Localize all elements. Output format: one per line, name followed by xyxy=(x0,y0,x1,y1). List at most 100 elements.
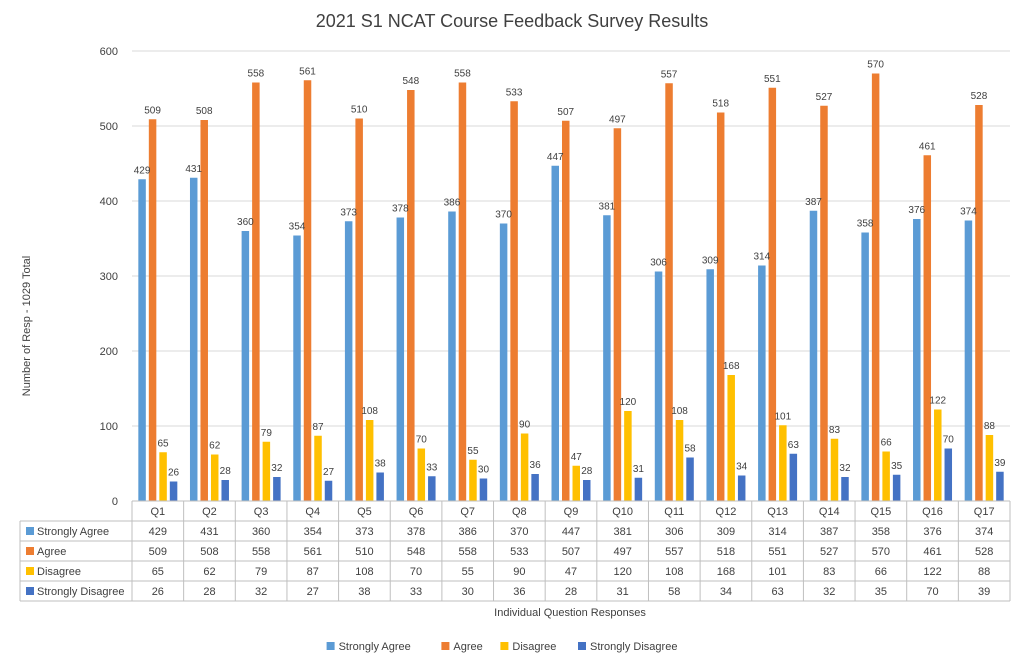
table-cell: 28 xyxy=(565,586,577,598)
table-cell: 63 xyxy=(771,586,783,598)
x-tick-label: Q2 xyxy=(202,506,217,518)
x-tick-label: Q3 xyxy=(254,506,269,518)
legend: Strongly Agree Agree Disagree Strongly Disa… xyxy=(326,641,677,653)
bar xyxy=(479,478,488,501)
bar-value-label: 122 xyxy=(929,396,946,407)
table-cell: 101 xyxy=(768,566,786,578)
bar-value-label: 28 xyxy=(220,466,232,477)
bar-value-label: 88 xyxy=(984,421,996,432)
bar xyxy=(273,477,281,501)
bar-value-label: 101 xyxy=(774,411,791,422)
y-tick-label: 300 xyxy=(100,271,118,283)
bar-value-label: 510 xyxy=(351,105,368,116)
y-tick-label: 200 xyxy=(100,346,118,358)
table-cell: 507 xyxy=(562,546,580,558)
bar-value-label: 373 xyxy=(340,207,357,218)
bar xyxy=(200,120,208,501)
table-cell: 66 xyxy=(875,566,887,578)
bar xyxy=(654,271,663,501)
bar-value-label: 90 xyxy=(519,420,531,431)
bar xyxy=(210,454,219,501)
table-cell: 108 xyxy=(355,566,373,578)
table-cell: 38 xyxy=(358,586,370,598)
bar xyxy=(499,223,508,501)
bar-value-label: 66 xyxy=(881,438,893,449)
y-tick-label: 600 xyxy=(100,46,118,58)
bar xyxy=(562,120,570,501)
bar xyxy=(789,453,798,501)
table-cell: 376 xyxy=(923,526,941,538)
bar xyxy=(737,475,746,501)
bar-value-label: 431 xyxy=(185,164,202,175)
table-legend-key xyxy=(26,547,34,555)
x-tick-label: Q9 xyxy=(564,506,579,518)
bar-value-label: 168 xyxy=(723,361,740,372)
bar xyxy=(241,231,250,501)
bar-value-label: 497 xyxy=(609,114,626,125)
bar xyxy=(779,425,787,501)
table-series-label: Strongly Agree xyxy=(37,526,109,538)
bar-value-label: 360 xyxy=(237,217,254,228)
bar xyxy=(355,118,363,501)
bar xyxy=(344,221,353,501)
bar-value-label: 65 xyxy=(158,438,170,449)
table-cell: 26 xyxy=(152,586,164,598)
bar-value-label: 87 xyxy=(312,422,324,433)
bar-value-label: 34 xyxy=(736,462,748,473)
table-cell: 378 xyxy=(407,526,425,538)
bar xyxy=(138,179,146,501)
bar-value-label: 533 xyxy=(506,87,523,98)
bar-value-label: 381 xyxy=(599,201,616,212)
x-tick-label: Q10 xyxy=(612,506,633,518)
bar xyxy=(448,211,456,501)
bar xyxy=(809,210,818,501)
bar xyxy=(727,375,735,501)
bar-value-label: 378 xyxy=(392,204,409,215)
bar-value-label: 370 xyxy=(495,210,512,221)
bar xyxy=(944,448,953,501)
table-cell: 533 xyxy=(510,546,528,558)
bar-value-label: 518 xyxy=(712,99,729,110)
table-cell: 558 xyxy=(459,546,477,558)
bar-value-label: 306 xyxy=(650,258,667,269)
table-cell: 58 xyxy=(668,586,680,598)
table-cell: 39 xyxy=(978,586,990,598)
bar-value-label: 528 xyxy=(971,91,988,102)
bar-value-label: 28 xyxy=(581,466,593,477)
bar xyxy=(510,101,518,501)
x-tick-label: Q13 xyxy=(767,506,788,518)
bar xyxy=(913,219,921,501)
table-cell: 122 xyxy=(923,566,941,578)
table-cell: 32 xyxy=(255,586,267,598)
table-cell: 558 xyxy=(252,546,270,558)
bar-value-label: 387 xyxy=(805,197,822,208)
x-tick-label: Q15 xyxy=(870,506,891,518)
bar xyxy=(758,265,766,501)
bar-value-label: 354 xyxy=(289,222,306,233)
bar xyxy=(551,165,559,501)
bar-value-label: 108 xyxy=(361,406,378,417)
table-cell: 83 xyxy=(823,566,835,578)
table-cell: 120 xyxy=(613,566,631,578)
x-tick-label: Q17 xyxy=(974,506,995,518)
table-cell: 108 xyxy=(665,566,683,578)
table-cell: 30 xyxy=(462,586,474,598)
bar xyxy=(613,128,622,501)
bar-value-label: 358 xyxy=(857,219,874,230)
table-cell: 570 xyxy=(872,546,890,558)
bar xyxy=(706,269,714,501)
table-cell: 381 xyxy=(613,526,631,538)
bar-value-label: 376 xyxy=(908,205,925,216)
bar-value-label: 548 xyxy=(402,76,419,87)
bar-value-label: 31 xyxy=(633,464,645,475)
bar xyxy=(572,465,580,501)
table-cell: 431 xyxy=(200,526,218,538)
table-cell: 34 xyxy=(720,586,732,598)
chart-title: 2021 S1 NCAT Course Feedback Survey Resu… xyxy=(316,11,709,31)
bar-value-label: 38 xyxy=(375,459,387,470)
table-cell: 561 xyxy=(304,546,322,558)
table-cell: 55 xyxy=(462,566,474,578)
bar xyxy=(871,73,880,501)
bar xyxy=(923,155,932,501)
